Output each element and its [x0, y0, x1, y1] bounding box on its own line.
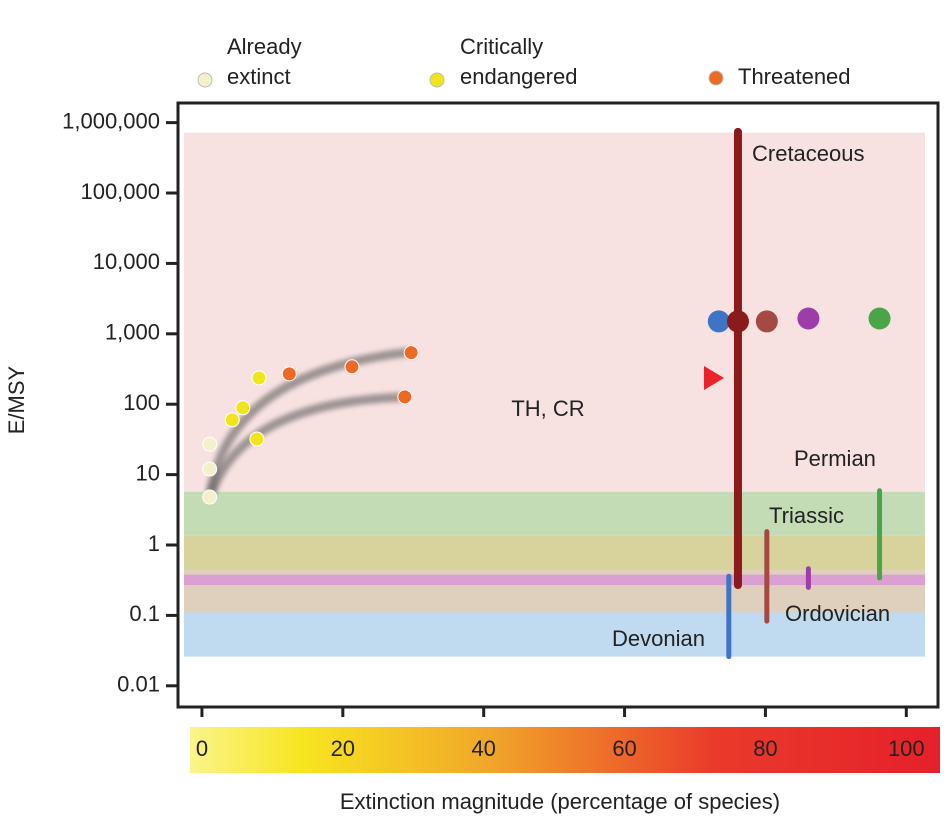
legend-label: Critically endangered	[460, 34, 578, 89]
color-bar	[190, 727, 940, 773]
extinction-label: Triassic	[769, 503, 844, 528]
background-band	[184, 491, 925, 536]
x-tick-label: 40	[471, 736, 495, 761]
background-band	[184, 535, 925, 571]
x-tick-label: 0	[196, 736, 208, 761]
extinction-label: Ordovician	[785, 601, 890, 626]
trend-trail	[205, 347, 412, 496]
x-tick-label: 20	[331, 736, 355, 761]
extinction-rate	[868, 307, 891, 330]
arrow-head	[704, 366, 724, 390]
y-tick-label: 10,000	[93, 249, 160, 274]
data-point	[235, 400, 251, 416]
y-tick-label: 100,000	[80, 179, 160, 204]
data-point	[249, 431, 265, 447]
x-tick-label: 60	[612, 736, 636, 761]
trend-trail	[207, 392, 406, 494]
bands	[184, 132, 925, 657]
data-point	[281, 366, 297, 382]
y-tick-label: 1,000,000	[62, 108, 160, 133]
y-axis-title: E/MSY	[4, 365, 29, 434]
background-band	[184, 612, 925, 657]
data-point	[403, 345, 419, 361]
data-point	[251, 370, 267, 386]
data-point	[202, 461, 218, 477]
legend-marker	[708, 70, 724, 86]
extinction-rate	[707, 310, 730, 333]
y-tick-label: 100	[123, 390, 160, 415]
extinction-label: Devonian	[612, 626, 705, 651]
y-tick-label: 1,000	[105, 320, 160, 345]
annotation: TH, CR	[511, 396, 584, 421]
extinction-rate	[755, 310, 778, 333]
data-point	[397, 389, 413, 405]
data-point	[224, 412, 240, 428]
y-tick-label: 0.01	[117, 672, 160, 697]
legend-marker	[197, 72, 213, 88]
background-band	[184, 574, 925, 586]
x-tick-label: 100	[888, 736, 925, 761]
legend-marker	[429, 72, 445, 88]
data-point	[344, 359, 360, 375]
y-tick-label: 0.1	[129, 601, 160, 626]
x-axis-title: Extinction magnitude (percentage of spec…	[340, 789, 780, 814]
data-point	[202, 489, 218, 505]
extinction-label: Permian	[794, 446, 876, 471]
x-tick-label: 80	[753, 736, 777, 761]
extinction-rate	[726, 310, 749, 333]
extinction-rate	[797, 307, 820, 330]
legend-label: Threatened	[738, 64, 851, 89]
legend-label: Already extinct	[227, 34, 302, 89]
y-tick-label: 10	[136, 460, 160, 485]
data-point	[202, 436, 218, 452]
y-tick-label: 1	[148, 531, 160, 556]
extinction-label: Cretaceous	[752, 141, 865, 166]
